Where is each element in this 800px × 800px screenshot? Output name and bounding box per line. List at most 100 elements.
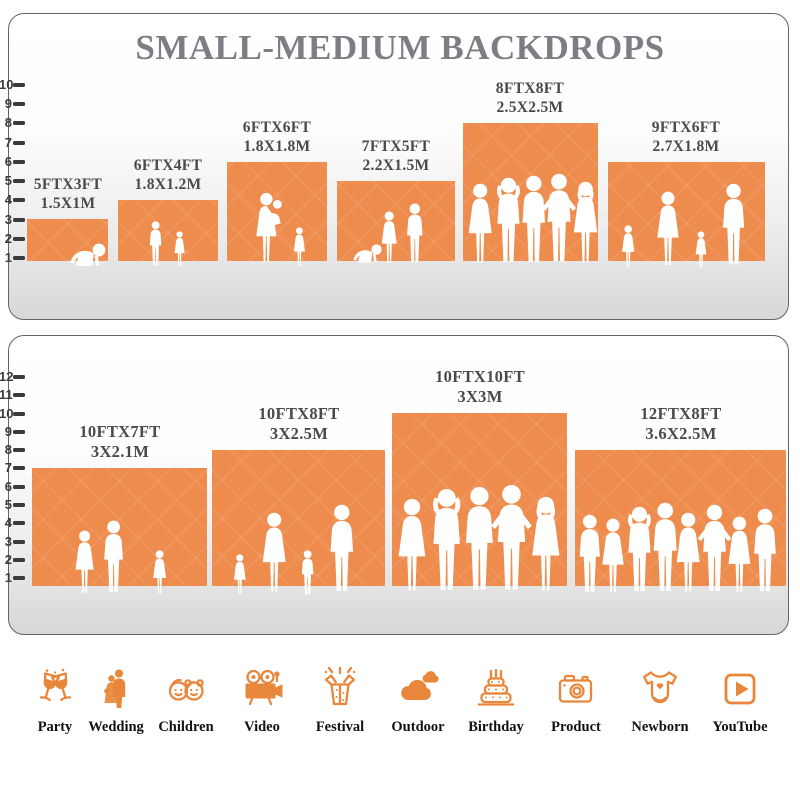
p2-tick-11: 11 — [0, 387, 13, 402]
backdrop-bar-7x5ft — [337, 181, 455, 261]
category-label: Video — [244, 719, 280, 735]
size-ft: 6FTX6FT — [242, 119, 312, 136]
figures-mother-baby-girl — [256, 192, 305, 266]
p1-tick-3: 3 — [4, 212, 12, 227]
figures-crawling-baby — [70, 243, 106, 266]
p2-tickmark — [13, 466, 25, 470]
page-title: SMALL-MEDIUM BACKDROPS — [135, 28, 665, 67]
p1-tick-5: 5 — [4, 173, 12, 188]
p1-tickmark — [13, 83, 25, 87]
video-icon — [245, 669, 283, 706]
category-party: Party — [13, 666, 97, 736]
size-ft: 8FTX8FT — [495, 80, 565, 97]
category-outdoor: Outdoor — [376, 666, 460, 736]
category-label: Newborn — [631, 719, 689, 735]
birthday-icon — [477, 668, 515, 706]
p1-tick-7: 7 — [4, 135, 12, 150]
size-ft: 7FTX5FT — [361, 138, 431, 155]
size-label-10x7ft: 10FTX7FT 3X2.1M — [35, 422, 205, 462]
size-m: 2.7X1.8M — [652, 138, 720, 155]
figures-group-of-five — [468, 173, 598, 263]
children-icon — [168, 678, 204, 701]
p2-tickmark — [13, 448, 25, 452]
size-m: 3X2.1M — [90, 442, 150, 461]
p1-tickmark — [13, 160, 25, 164]
p1-tick-1: 1 — [4, 250, 12, 265]
figures-boy-girl — [149, 221, 185, 267]
category-label: YouTube — [712, 719, 768, 735]
product-icon — [558, 674, 593, 703]
youtube-icon — [724, 673, 756, 705]
p2-tickmark — [13, 576, 25, 580]
p2-tickmark — [13, 412, 25, 416]
p2-tick-9: 9 — [4, 424, 12, 439]
size-label-6x4ft: 6FTX4FT 1.8X1.2M — [93, 156, 243, 194]
p2-tickmark — [13, 375, 25, 379]
p2-tickmark — [13, 485, 25, 489]
category-label: Festival — [315, 719, 365, 735]
outdoor-icon — [401, 671, 439, 700]
size-ft: 12FTX8FT — [640, 404, 722, 423]
category-wedding: Wedding — [74, 666, 158, 736]
category-label: Party — [37, 719, 73, 735]
wedding-icon — [104, 669, 126, 708]
festival-icon — [324, 666, 356, 706]
size-ft: 9FTX6FT — [651, 119, 721, 136]
p1-tickmark — [13, 198, 25, 202]
figures-family-walking — [622, 183, 745, 268]
category-label: Birthday — [468, 719, 524, 735]
size-ft: 10FTX8FT — [258, 404, 340, 423]
p1-tickmark — [13, 237, 25, 241]
size-m: 1.5X1M — [40, 195, 96, 212]
p2-tickmark — [13, 521, 25, 525]
p1-tick-4: 4 — [4, 192, 12, 207]
size-label-6x6ft: 6FTX6FT 1.8X1.8M — [202, 118, 352, 156]
category-label: Outdoor — [391, 719, 445, 735]
size-m: 3.6X2.5M — [645, 424, 717, 443]
category-video: Video — [220, 666, 304, 736]
p2-tickmark — [13, 503, 25, 507]
size-label-10x8ft: 10FTX8FT 3X2.5M — [214, 404, 384, 444]
backdrop-bar-10x7ft — [32, 468, 207, 586]
p1-tickmark — [13, 218, 25, 222]
size-label-8x8ft: 8FTX8FT 2.5X2.5M — [455, 79, 605, 117]
figures-large-group — [579, 502, 776, 592]
p2-tickmark — [13, 540, 25, 544]
size-m: 1.8X1.2M — [134, 176, 202, 193]
size-m: 3X3M — [457, 387, 503, 406]
backdrop-bar-6x4ft — [118, 200, 218, 261]
category-label: Product — [551, 719, 601, 735]
size-m: 2.2X1.5M — [362, 157, 430, 174]
size-label-12x8ft: 12FTX8FT 3.6X2.5M — [596, 404, 766, 444]
size-m: 1.8X1.8M — [243, 138, 311, 155]
p2-tick-7: 7 — [4, 460, 12, 475]
p2-tick-2: 2 — [4, 552, 12, 567]
p1-tick-6: 6 — [4, 154, 12, 169]
category-label: Children — [158, 719, 214, 735]
figures-group-posing — [398, 484, 560, 591]
size-ft: 6FTX4FT — [133, 157, 203, 174]
size-label-10x10ft: 10FTX10FT 3X3M — [395, 367, 565, 407]
p2-tick-6: 6 — [4, 479, 12, 494]
p1-tickmark — [13, 102, 25, 106]
p1-tickmark — [13, 179, 25, 183]
p2-tick-4: 4 — [4, 515, 12, 530]
size-ft: 10FTX7FT — [79, 422, 161, 441]
figures-toddler-woman-man — [353, 203, 423, 263]
p2-tickmark — [13, 558, 25, 562]
party-icon — [39, 668, 72, 702]
size-label-5x3ft: 5FTX3FT 1.5X1M — [0, 175, 143, 213]
size-ft: 5FTX3FT — [33, 176, 103, 193]
category-youtube: YouTube — [698, 666, 782, 736]
size-m: 3X2.5M — [269, 424, 329, 443]
p1-tick-10: 10 — [0, 77, 14, 92]
p2-tick-12: 12 — [0, 369, 14, 384]
p2-tick-1: 1 — [4, 570, 12, 585]
backdrop-bar-6x6ft — [227, 162, 327, 261]
category-label: Wedding — [88, 719, 144, 735]
p2-tick-8: 8 — [4, 442, 12, 457]
figures-couple-with-girl — [75, 520, 166, 595]
category-festival: Festival — [298, 666, 382, 736]
p2-tick-10: 10 — [0, 406, 14, 421]
size-label-9x6ft: 9FTX6FT 2.7X1.8M — [611, 118, 761, 156]
